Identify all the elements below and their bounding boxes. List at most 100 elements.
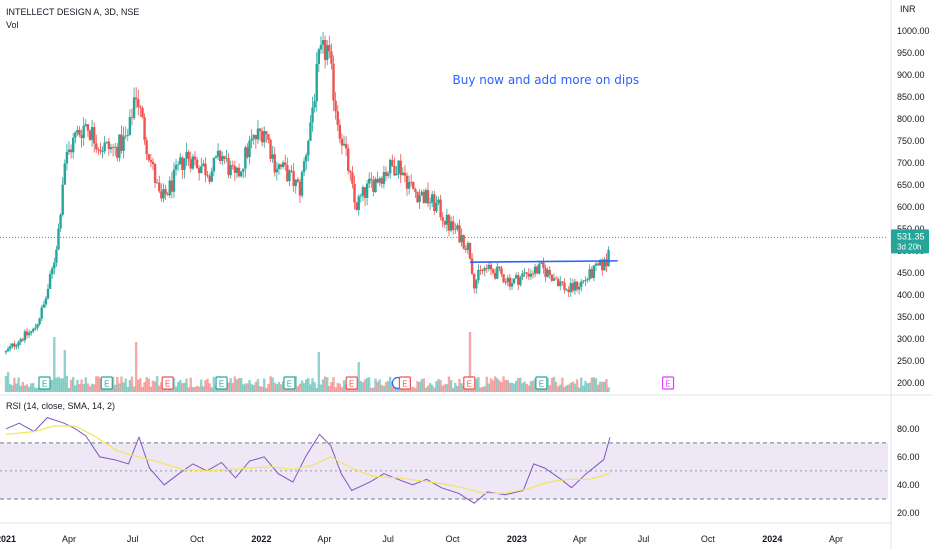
candle-body xyxy=(269,139,272,159)
candle-body xyxy=(592,265,596,278)
volume-label[interactable]: Vol xyxy=(6,20,19,30)
earnings-icon xyxy=(463,376,476,390)
candle-body xyxy=(521,273,524,278)
candle-body xyxy=(13,343,16,347)
candle-body xyxy=(105,141,108,143)
price-axis[interactable]: 200.00250.00300.00350.00400.00450.00500.… xyxy=(897,26,930,388)
earnings-letter: E xyxy=(287,380,292,389)
candle-body xyxy=(475,280,478,289)
earnings-marker[interactable]: E xyxy=(398,376,412,390)
volume-bar xyxy=(19,385,22,392)
volume-bar xyxy=(342,380,346,392)
candle-body xyxy=(233,165,237,173)
candle-body xyxy=(554,278,558,280)
candle-body xyxy=(151,161,155,165)
candle-body xyxy=(605,259,608,267)
volume-bar xyxy=(158,385,161,392)
earnings-marker[interactable]: E xyxy=(161,376,174,390)
candle-body xyxy=(353,183,356,203)
candle-body xyxy=(462,235,465,249)
earnings-marker[interactable]: E xyxy=(661,376,675,390)
candle-body xyxy=(342,143,346,146)
chart-annotation[interactable]: Buy now and add more on dips xyxy=(452,73,639,87)
volume-bar xyxy=(63,350,66,392)
candle-body xyxy=(65,152,69,164)
candle-body xyxy=(32,328,35,332)
candle-body xyxy=(128,117,132,136)
volume-bar xyxy=(143,382,146,392)
candle-body xyxy=(44,298,48,305)
earnings-marker[interactable]: E xyxy=(100,376,113,390)
candle-body xyxy=(336,111,339,125)
candle-body xyxy=(29,331,33,333)
candle-body xyxy=(78,129,81,135)
volume-bar xyxy=(4,376,8,392)
volume-bar xyxy=(260,386,264,392)
candle-body xyxy=(535,266,539,274)
candle-body xyxy=(544,268,547,277)
candle-body xyxy=(428,202,432,204)
volume-bar xyxy=(527,385,530,392)
volume-bar xyxy=(424,387,428,392)
earnings-letter: E xyxy=(402,380,407,389)
candle-body xyxy=(208,176,211,182)
time-tick-label: Jul xyxy=(127,534,139,544)
candle-body xyxy=(206,175,209,177)
symbol-title[interactable]: INTELLECT DESIGN A, 3D, NSE xyxy=(6,7,140,17)
candle-body xyxy=(309,122,312,141)
earnings-marker[interactable]: E xyxy=(345,376,358,390)
candle-body xyxy=(330,51,333,64)
price-tick-label: 750.00 xyxy=(897,136,925,146)
rsi-axis[interactable]: 20.00 40.00 60.00 80.00 xyxy=(897,424,920,518)
earnings-marker[interactable]: E xyxy=(463,376,476,390)
earnings-marker[interactable]: E xyxy=(535,376,548,390)
rsi-label[interactable]: RSI (14, close, SMA, 14, 2) xyxy=(6,401,116,411)
volume-bar xyxy=(577,387,581,392)
candle-body xyxy=(160,191,163,199)
candle-body xyxy=(533,266,537,274)
volume-bar xyxy=(451,387,455,392)
candle-body xyxy=(279,164,283,168)
earnings-marker[interactable]: E xyxy=(215,376,228,390)
candle-body xyxy=(76,129,79,133)
volume-bar xyxy=(275,384,279,392)
volume-bar xyxy=(147,378,150,392)
volume-bar xyxy=(332,377,335,392)
volume-bar xyxy=(433,387,436,392)
volume-bar xyxy=(315,387,318,392)
candle-body xyxy=(164,189,167,195)
candle-body xyxy=(99,149,102,152)
candle-body xyxy=(594,263,598,266)
volume-bar xyxy=(227,382,230,392)
candle-body xyxy=(506,277,509,283)
time-axis[interactable]: 2021 Apr Jul Oct 2022 Apr Jul Oct 2023 Apr Jul Oct 2… xyxy=(0,534,843,544)
candle-body xyxy=(607,249,610,267)
candle-body xyxy=(168,180,171,196)
candle-body xyxy=(141,107,144,118)
volume-bar xyxy=(493,376,497,392)
candle-body xyxy=(250,138,253,141)
earnings-marker[interactable]: E xyxy=(38,376,51,390)
time-tick-label: 2022 xyxy=(251,534,271,544)
volume-bar xyxy=(23,385,27,392)
candle-body xyxy=(556,279,560,287)
price-candles[interactable] xyxy=(4,31,610,355)
candle-body xyxy=(380,178,384,184)
candle-body xyxy=(315,64,318,102)
candle-body xyxy=(97,149,100,151)
volume-bar xyxy=(88,386,92,392)
price-tick-label: 950.00 xyxy=(897,48,925,58)
candle-body xyxy=(483,268,486,271)
candle-body xyxy=(21,339,24,341)
resistance-trendline[interactable] xyxy=(469,260,618,263)
volume-bar xyxy=(338,383,342,392)
volume-bar xyxy=(118,383,121,392)
candle-body xyxy=(25,331,29,336)
candle-body xyxy=(183,158,186,170)
volume-bar xyxy=(302,383,306,392)
candle-body xyxy=(439,199,442,218)
earnings-marker[interactable]: E xyxy=(283,376,296,390)
candle-body xyxy=(124,135,127,137)
